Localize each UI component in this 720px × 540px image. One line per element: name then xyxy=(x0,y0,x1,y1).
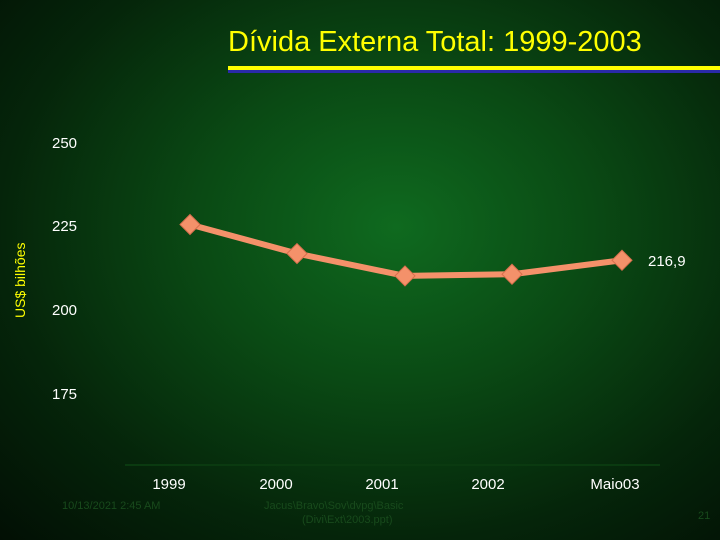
footer-file: (Divi\Ext\2003.ppt) xyxy=(302,514,393,526)
x-tick-label: 2001 xyxy=(365,476,399,493)
y-tick-label: 225 xyxy=(52,218,78,235)
data-point xyxy=(179,213,201,236)
data-point xyxy=(286,242,308,265)
y-tick-label: 200 xyxy=(52,302,78,319)
x-tick-label: 2002 xyxy=(471,476,505,493)
data-point xyxy=(611,249,633,271)
x-tick-label: 2000 xyxy=(259,476,293,493)
chart-title: Dívida Externa Total: 1999-2003 xyxy=(228,26,642,58)
data-label: 216,9 xyxy=(648,253,686,270)
footer-page-number: 21 xyxy=(698,510,711,522)
data-point xyxy=(501,263,523,285)
x-tick-label: 1999 xyxy=(152,476,186,493)
data-point xyxy=(394,265,416,287)
title-underline xyxy=(228,66,720,73)
x-tick-label: Maio03 xyxy=(590,476,640,493)
footer-path: Jacus\Bravo\Sov\dvpg\Basic xyxy=(264,500,404,512)
y-tick-label: 250 xyxy=(52,135,78,152)
y-tick-label: 175 xyxy=(52,386,78,403)
footer-date: 10/13/2021 2:45 AM xyxy=(62,500,161,512)
